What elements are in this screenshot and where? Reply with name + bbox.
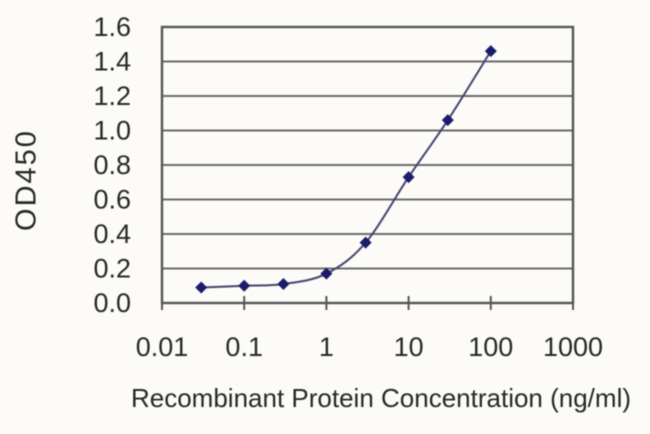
data-point-marker bbox=[277, 278, 290, 291]
data-point-marker bbox=[359, 236, 372, 249]
y-tick-label: 1.4 bbox=[93, 47, 131, 77]
y-tick-label: 1.6 bbox=[93, 12, 131, 42]
x-tick-label: 100 bbox=[468, 332, 513, 362]
y-tick-label: 0.2 bbox=[93, 254, 131, 284]
data-point-marker bbox=[484, 45, 497, 58]
x-tick-label: 10 bbox=[394, 332, 424, 362]
y-tick-label: 0.6 bbox=[93, 185, 131, 215]
y-tick-label: 1.2 bbox=[93, 81, 131, 111]
plot-frame bbox=[160, 25, 575, 305]
x-tick-label: 1000 bbox=[543, 332, 603, 362]
x-axis-title: Recombinant Protein Concentration (ng/ml… bbox=[130, 383, 632, 413]
y-tick-label: 0.4 bbox=[93, 219, 131, 249]
y-tick-label: 0.0 bbox=[93, 288, 131, 318]
x-tick-label: 0.1 bbox=[225, 332, 263, 362]
x-tick-label: 1 bbox=[319, 332, 334, 362]
data-point-marker bbox=[320, 267, 333, 280]
data-point-marker bbox=[441, 114, 454, 127]
series-line bbox=[201, 50, 492, 289]
data-point-marker bbox=[195, 281, 208, 294]
data-point-marker bbox=[402, 171, 415, 184]
x-tick-label: 0.01 bbox=[136, 332, 189, 362]
y-axis-title: OD450 bbox=[10, 129, 43, 231]
y-tick-label: 0.8 bbox=[93, 150, 131, 180]
y-tick-label: 1.0 bbox=[93, 116, 131, 146]
data-point-marker bbox=[238, 279, 251, 292]
